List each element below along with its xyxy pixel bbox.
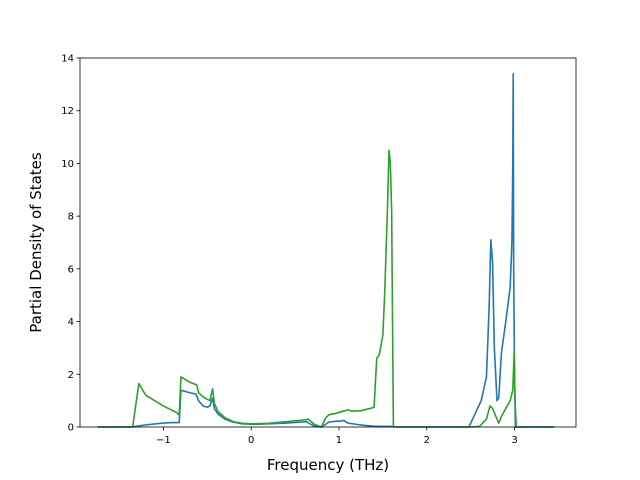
x-tick-label: 1 [336, 435, 342, 446]
y-tick-label: 8 [68, 212, 74, 223]
y-tick-label: 10 [61, 159, 74, 170]
x-tick-label: 0 [248, 435, 254, 446]
x-axis-label: Frequency (THz) [267, 456, 389, 474]
x-tick-label: 3 [511, 435, 517, 446]
y-axis: 0 2 4 6 8 10 12 14 [61, 54, 80, 434]
x-tick-label: −1 [156, 435, 171, 446]
y-tick-label: 14 [61, 54, 74, 65]
x-tick-label: 2 [424, 435, 430, 446]
x-axis: −1 0 1 2 3 [156, 427, 518, 446]
y-tick-label: 12 [61, 106, 74, 117]
y-tick-label: 0 [68, 423, 74, 434]
series-lines [97, 73, 555, 428]
y-tick-label: 6 [68, 264, 74, 275]
plot-frame [79, 57, 577, 428]
y-axis-label: Partial Density of States [27, 152, 45, 333]
series-line-2 [97, 149, 555, 428]
y-tick-label: 2 [68, 370, 74, 381]
y-tick-label: 4 [68, 317, 74, 328]
series-line-1 [97, 73, 555, 428]
